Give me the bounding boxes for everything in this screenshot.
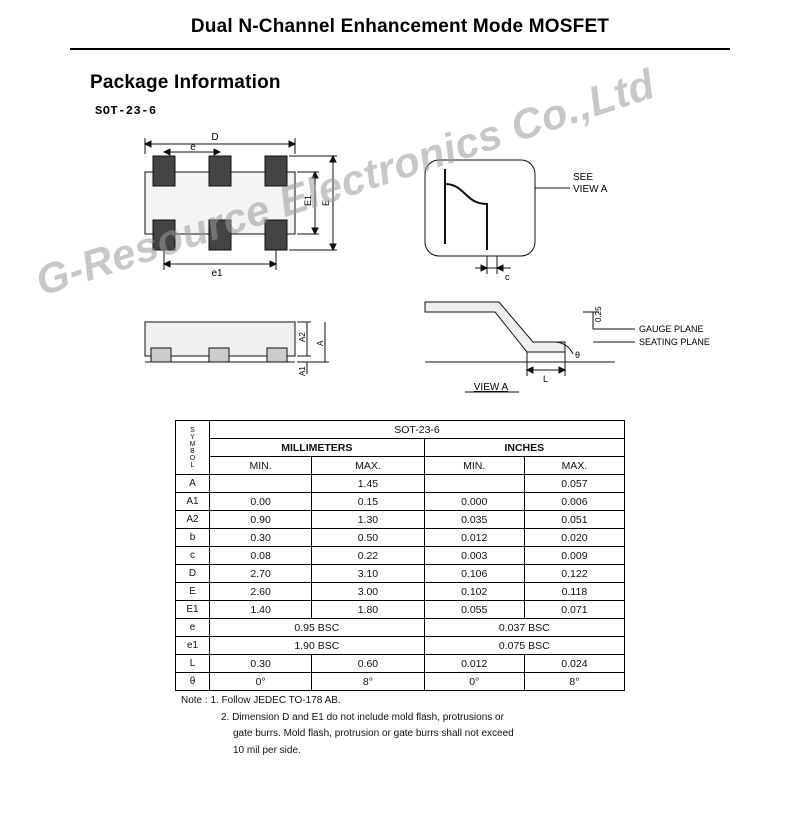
dim-A: A bbox=[316, 340, 325, 346]
dim-theta: θ bbox=[575, 350, 580, 360]
page-title: Dual N-Channel Enhancement Mode MOSFET bbox=[0, 0, 800, 48]
table-row: b0.300.500.0120.020 bbox=[176, 529, 625, 547]
package-type-label: SOT-23-6 bbox=[95, 104, 800, 118]
table-row: E2.603.000.1020.118 bbox=[176, 583, 625, 601]
mm-header: MILLIMETERS bbox=[210, 439, 425, 457]
table-row: A10.000.150.0000.006 bbox=[176, 493, 625, 511]
dim-025: 0.25 bbox=[594, 306, 603, 322]
view-a-label: VIEW A bbox=[474, 382, 509, 393]
dim-D: D bbox=[211, 132, 218, 143]
dim-E: E bbox=[321, 200, 331, 206]
symbol-header: SYMBOL bbox=[176, 421, 210, 475]
see-view-a-1: SEE bbox=[573, 172, 593, 183]
dim-E1: E1 bbox=[303, 195, 313, 206]
dim-e: e bbox=[190, 142, 196, 153]
table-row: L0.300.600.0120.024 bbox=[176, 655, 625, 673]
note-line-3: gate burrs. Mold flash, protrusion or ga… bbox=[175, 728, 625, 741]
note-line-1: Note : 1. Follow JEDEC TO-178 AB. bbox=[175, 695, 625, 708]
in-header: INCHES bbox=[424, 439, 624, 457]
table-row: D2.703.100.1060.122 bbox=[176, 565, 625, 583]
section-heading: Package Information bbox=[90, 72, 800, 94]
dim-A2: A2 bbox=[298, 332, 307, 342]
table-row: E11.401.800.0550.071 bbox=[176, 601, 625, 619]
table-row: θ0°8°0°8° bbox=[176, 673, 625, 691]
dimension-table: SYMBOL SOT-23-6 MILLIMETERS INCHES MIN. … bbox=[175, 420, 625, 757]
package-diagram: D e e1 E1 E c A2 A A1 L θ 0.25 SEE VIEW … bbox=[95, 124, 735, 414]
dim-L: L bbox=[543, 374, 548, 384]
title-rule bbox=[70, 48, 730, 50]
dim-c: c bbox=[505, 272, 510, 282]
note-line-2: 2. Dimension D and E1 do not include mol… bbox=[175, 712, 625, 725]
table-row: A1.450.057 bbox=[176, 475, 625, 493]
mm-max-header: MAX. bbox=[312, 457, 424, 475]
gauge-plane-label: GAUGE PLANE bbox=[639, 324, 704, 334]
table-row: A20.901.300.0350.051 bbox=[176, 511, 625, 529]
mm-min-header: MIN. bbox=[210, 457, 312, 475]
see-view-a-2: VIEW A bbox=[573, 184, 608, 195]
seating-plane-label: SEATING PLANE bbox=[639, 337, 710, 347]
table-row: e11.90 BSC0.075 BSC bbox=[176, 637, 625, 655]
table-title: SOT-23-6 bbox=[210, 421, 625, 439]
dim-A1: A1 bbox=[298, 366, 307, 376]
note-line-4: 10 mil per side. bbox=[175, 745, 625, 758]
dim-e1: e1 bbox=[211, 268, 223, 279]
in-min-header: MIN. bbox=[424, 457, 524, 475]
table-row: c0.080.220.0030.009 bbox=[176, 547, 625, 565]
in-max-header: MAX. bbox=[524, 457, 624, 475]
table-row: e0.95 BSC0.037 BSC bbox=[176, 619, 625, 637]
